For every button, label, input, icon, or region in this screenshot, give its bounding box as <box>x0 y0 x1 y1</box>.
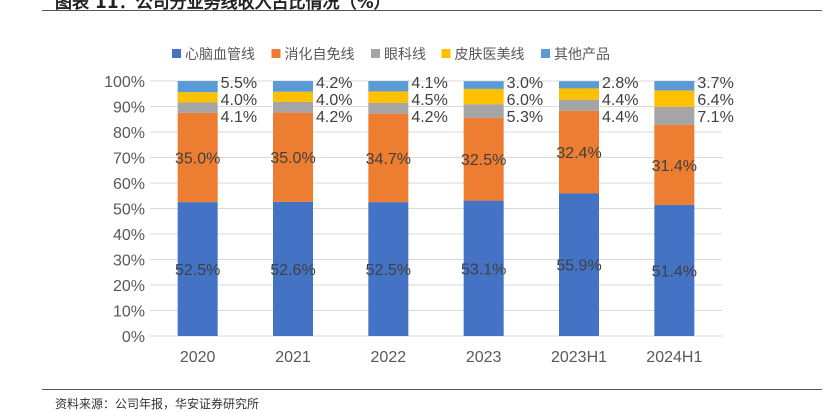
data-label: 35.0% <box>270 150 315 167</box>
legend-label: 眼科线 <box>384 47 426 63</box>
y-tick-label: 0% <box>122 329 145 346</box>
bar-segment <box>654 124 695 205</box>
bar-segment <box>463 117 504 201</box>
bar-segment <box>273 201 313 336</box>
top-divider <box>42 10 822 11</box>
data-label: 4.4% <box>602 109 638 126</box>
y-tick-label: 30% <box>113 253 145 270</box>
bar-segment <box>177 81 218 93</box>
bar-segment <box>654 90 695 107</box>
data-label: 55.9% <box>556 258 601 275</box>
bar-segment <box>177 112 218 203</box>
legend-swatch <box>172 49 181 58</box>
bar-segment <box>273 112 313 202</box>
data-label: 52.6% <box>270 262 315 279</box>
y-tick-label: 70% <box>113 151 145 168</box>
bar-segment <box>654 204 695 336</box>
data-label: 4.2% <box>411 109 447 126</box>
data-label: 6.0% <box>507 92 543 109</box>
y-tick-label: 50% <box>113 202 145 219</box>
bar-segment <box>368 81 409 92</box>
data-label: 4.2% <box>316 109 352 126</box>
data-label: 53.1% <box>461 261 506 278</box>
data-label: 35.0% <box>175 151 220 168</box>
bar-segment <box>559 99 599 111</box>
bar-segment <box>273 81 313 92</box>
data-label: 51.4% <box>652 263 697 280</box>
data-label: 32.5% <box>461 152 506 169</box>
y-tick-label: 100% <box>104 74 145 91</box>
bar-segment <box>368 202 409 336</box>
bar-segment <box>463 81 504 89</box>
data-label: 4.0% <box>316 92 352 109</box>
figure-title: 图表 11：公司分业务线收入占比情况（%） <box>55 0 391 13</box>
bar-segment <box>654 81 695 91</box>
x-tick-label: 2020 <box>180 349 216 366</box>
data-label: 7.1% <box>697 109 733 126</box>
data-label: 34.7% <box>366 151 411 168</box>
legend-swatch <box>441 49 451 58</box>
bar-segment <box>463 200 504 336</box>
legend-swatch <box>541 49 550 58</box>
source-note: 资料来源：公司年报，华安证券研究所 <box>55 397 260 411</box>
data-label: 4.5% <box>411 92 447 109</box>
data-label: 5.3% <box>507 109 543 126</box>
bar-segment <box>273 101 313 113</box>
data-label: 3.7% <box>697 75 733 92</box>
bar-segment <box>463 104 504 118</box>
x-tick-label: 2024H1 <box>646 349 702 366</box>
bar-segment <box>463 88 504 105</box>
legend-label: 皮肤医美线 <box>455 47 525 63</box>
bar-segment <box>177 92 218 103</box>
bar-segment <box>559 193 599 336</box>
data-label: 4.0% <box>221 92 257 109</box>
bar-segment <box>368 91 409 103</box>
data-label: 32.4% <box>556 145 601 162</box>
bar-segment <box>368 113 409 203</box>
y-tick-label: 40% <box>113 227 145 244</box>
data-label: 3.0% <box>507 75 543 92</box>
y-tick-label: 90% <box>113 100 145 117</box>
data-label: 4.4% <box>602 92 638 109</box>
bar-segment <box>559 110 599 194</box>
data-label: 52.5% <box>366 262 411 279</box>
data-label: 4.1% <box>411 75 447 92</box>
x-tick-label: 2021 <box>275 349 311 366</box>
legend-swatch <box>371 49 380 58</box>
data-label: 2.8% <box>602 75 638 92</box>
y-tick-label: 80% <box>113 125 145 142</box>
legend-label: 其他产品 <box>554 47 610 63</box>
data-label: 6.4% <box>697 92 733 109</box>
y-tick-label: 10% <box>113 304 145 321</box>
legend-swatch <box>271 49 281 58</box>
data-label: 4.1% <box>221 109 257 126</box>
legend-label: 心脑血管线 <box>185 47 255 63</box>
legend-label: 消化自免线 <box>285 47 355 63</box>
x-tick-label: 2022 <box>371 349 407 366</box>
bar-segment <box>654 106 695 125</box>
bar-segment <box>368 102 409 114</box>
bottom-divider <box>42 389 822 390</box>
bar-segment <box>559 81 599 89</box>
bar-segment <box>559 88 599 100</box>
y-tick-label: 60% <box>113 176 145 193</box>
data-label: 31.4% <box>652 158 697 175</box>
data-label: 5.5% <box>221 75 257 92</box>
data-label: 52.5% <box>175 262 220 279</box>
x-tick-label: 2023H1 <box>551 349 607 366</box>
y-tick-label: 20% <box>113 278 145 295</box>
bar-segment <box>177 102 218 113</box>
bar-segment <box>273 91 313 102</box>
x-tick-label: 2023 <box>466 349 502 366</box>
bar-segment <box>177 202 218 336</box>
data-label: 4.2% <box>316 75 352 92</box>
